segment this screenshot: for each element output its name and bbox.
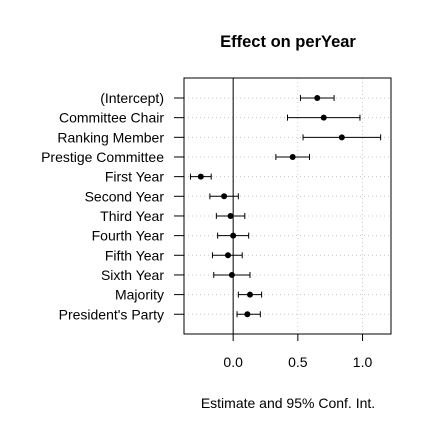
x-tick-label: 0.5 [288,354,308,370]
estimate-point [314,95,321,101]
x-tick-label: 1.0 [353,354,373,370]
estimate-point [197,173,204,180]
estimate-point [244,311,251,318]
y-tick-label: Majority [115,287,164,303]
y-tick-label: Fourth Year [92,228,165,244]
y-tick-label: Sixth Year [101,267,164,283]
y-tick-label: Third Year [100,208,164,224]
plot-frame [183,77,392,335]
estimate-point [221,193,228,200]
y-tick-label: (Intercept) [100,90,164,106]
estimate-point [338,134,345,141]
chart-title: Effect on perYear [220,33,356,51]
y-tick-label: Ranking Member [57,129,164,145]
estimate-point [230,232,237,239]
y-tick-label: President's Party [59,306,164,322]
estimate-point [227,212,234,219]
x-axis-label: Estimate and 95% Conf. Int. [201,395,375,411]
estimate-point [289,153,296,160]
x-tick-label: 0.0 [223,354,243,370]
y-tick-label: First Year [105,169,164,185]
y-tick-label: Second Year [85,188,165,204]
estimate-point [228,271,235,278]
estimate-point [224,252,231,259]
estimate-point [320,114,327,121]
y-tick-label: Fifth Year [105,247,164,263]
y-tick-label: Prestige Committee [41,149,164,165]
y-tick-label: Committee Chair [59,110,164,126]
estimate-point [246,291,253,298]
